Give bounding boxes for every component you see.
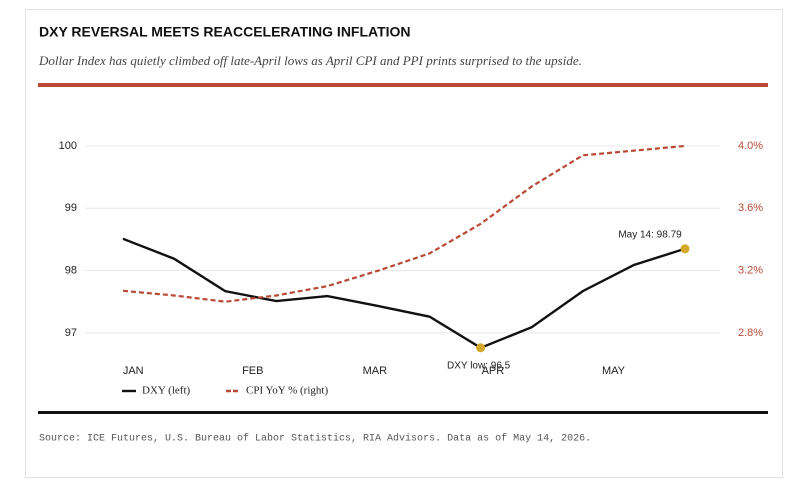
y-tick-label: 99: [65, 202, 77, 214]
y2-tick-label: 4.0%: [738, 140, 763, 152]
x-tick-label: MAY: [602, 365, 626, 377]
y2-tick-label: 3.6%: [738, 202, 763, 214]
y-tick-label: 98: [65, 264, 77, 276]
y-tick-label: 100: [59, 140, 77, 152]
x-tick-label: FEB: [242, 365, 263, 377]
series-line: [122, 237, 686, 350]
legend-label: CPI YoY % (right): [246, 385, 328, 397]
rule: [38, 411, 768, 414]
x-tick-label: JAN: [123, 365, 144, 377]
x-tick-label: APR: [482, 365, 505, 377]
highlight-point: [476, 343, 486, 353]
y2-tick-label: 2.8%: [738, 327, 763, 339]
legend-label: DXY (left): [142, 385, 190, 397]
annotation: DXY low: 96.5: [447, 360, 511, 371]
chart-subtitle: Dollar Index has quietly climbed off lat…: [38, 53, 582, 68]
accent-bar: [38, 83, 768, 87]
x-tick-label: MAR: [363, 365, 388, 377]
highlight-point: [680, 244, 690, 254]
annotation: May 14: 98.79: [618, 229, 682, 240]
card: [25, 9, 783, 478]
source: Source: ICE Futures, U.S. Bureau of Labo…: [39, 433, 591, 445]
series-line: [122, 144, 686, 303]
chart-title: DXY REVERSAL MEETS REACCELERATING INFLAT…: [39, 24, 411, 40]
y-tick-label: 97: [65, 327, 77, 339]
y2-tick-label: 3.2%: [738, 264, 763, 276]
